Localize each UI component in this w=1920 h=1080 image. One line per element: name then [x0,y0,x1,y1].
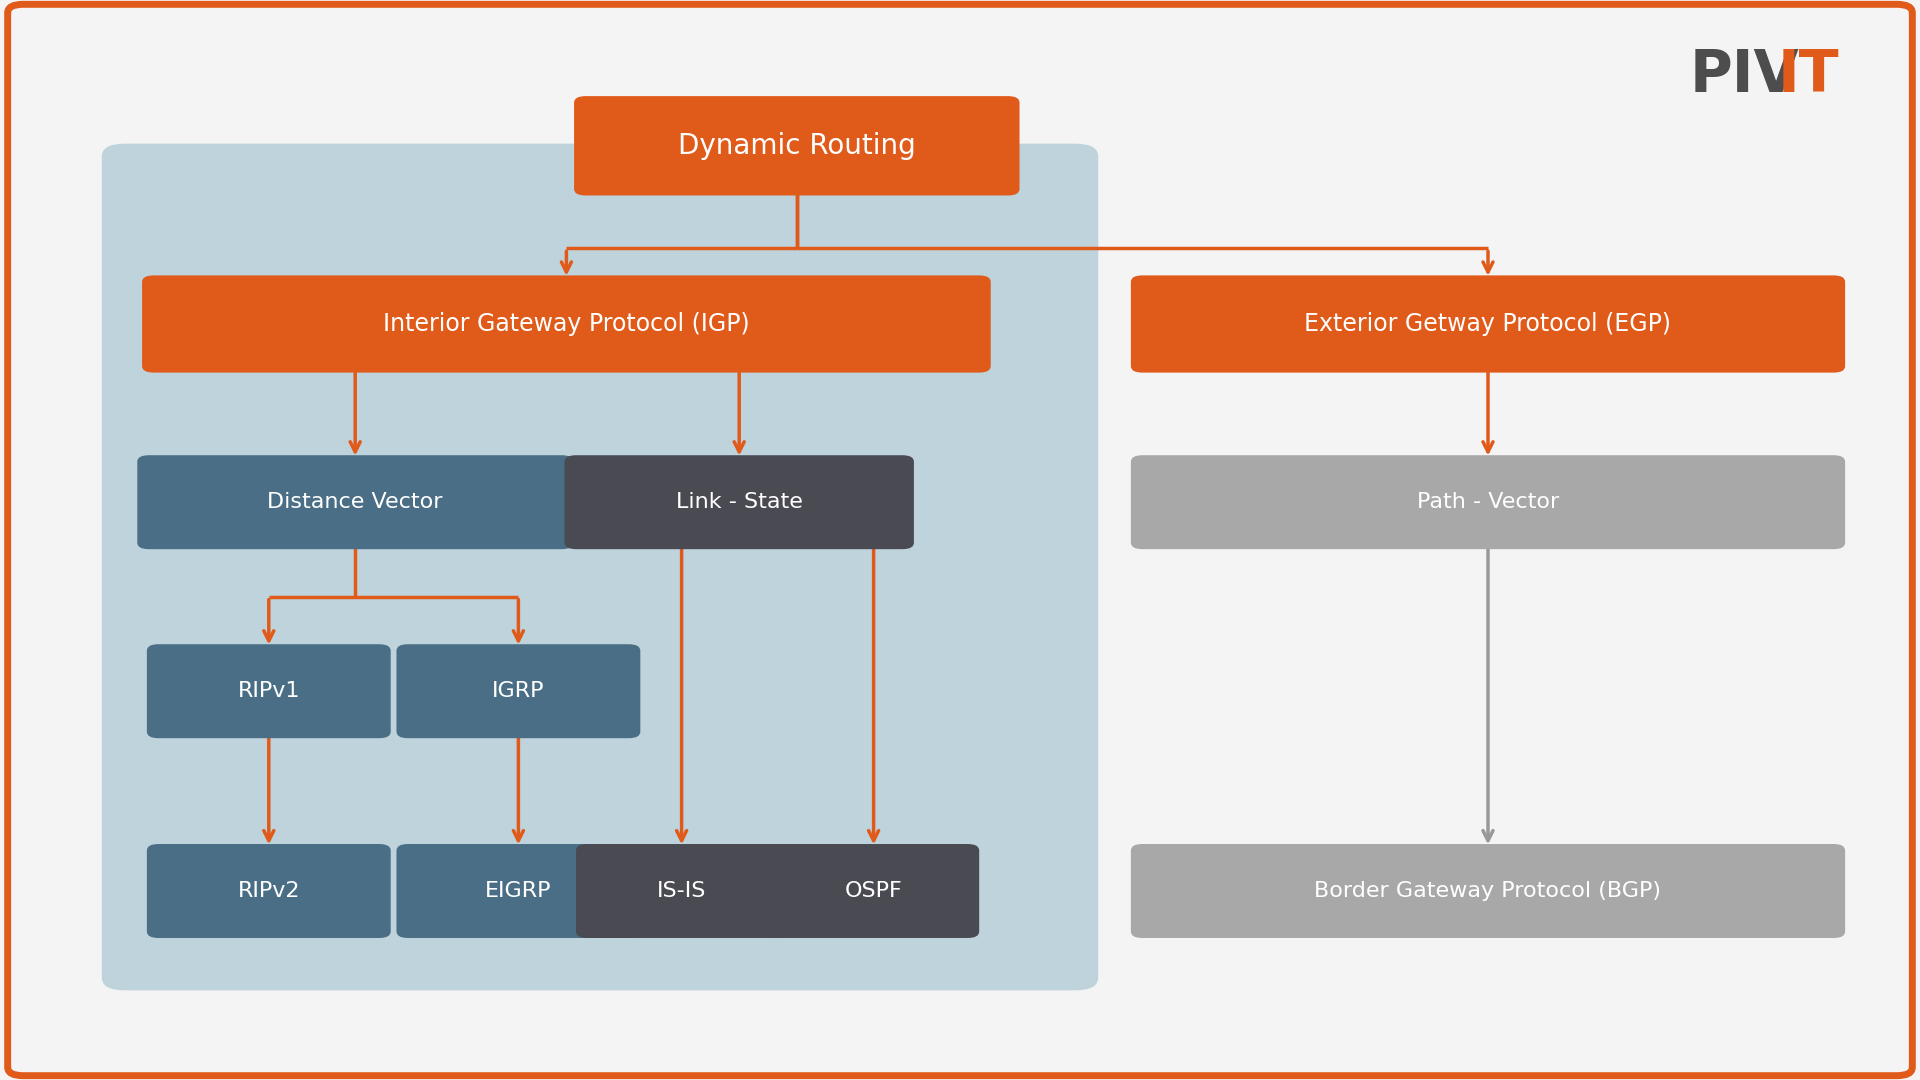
FancyBboxPatch shape [768,845,979,937]
Text: Path - Vector: Path - Vector [1417,492,1559,512]
Text: EIGRP: EIGRP [486,881,551,901]
Text: IT: IT [1778,48,1839,104]
FancyBboxPatch shape [397,845,641,937]
FancyBboxPatch shape [148,845,392,937]
FancyBboxPatch shape [142,275,991,373]
FancyBboxPatch shape [1131,275,1845,373]
Text: Dynamic Routing: Dynamic Routing [678,132,916,160]
FancyBboxPatch shape [397,644,641,739]
Text: PIV: PIV [1690,48,1799,104]
Text: RIPv1: RIPv1 [238,681,300,701]
FancyBboxPatch shape [148,644,392,739]
FancyBboxPatch shape [138,456,572,549]
Text: OSPF: OSPF [845,881,902,901]
Text: RIPv2: RIPv2 [238,881,300,901]
Text: Exterior Getway Protocol (EGP): Exterior Getway Protocol (EGP) [1304,312,1672,336]
FancyBboxPatch shape [576,845,787,937]
Text: IGRP: IGRP [492,681,545,701]
FancyBboxPatch shape [102,144,1098,990]
FancyBboxPatch shape [1131,456,1845,549]
Text: IS-IS: IS-IS [657,881,707,901]
Text: Distance Vector: Distance Vector [267,492,444,512]
Text: Border Gateway Protocol (BGP): Border Gateway Protocol (BGP) [1315,881,1661,901]
FancyBboxPatch shape [564,456,914,549]
FancyBboxPatch shape [574,96,1020,195]
FancyBboxPatch shape [1131,845,1845,937]
Text: Link - State: Link - State [676,492,803,512]
Text: Interior Gateway Protocol (IGP): Interior Gateway Protocol (IGP) [384,312,749,336]
